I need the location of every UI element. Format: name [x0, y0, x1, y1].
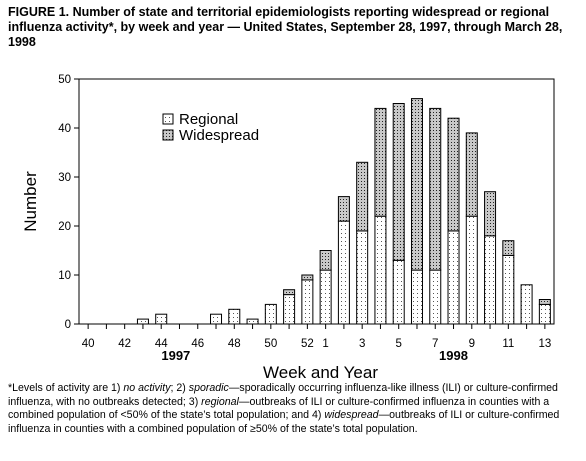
footnote-term: sporadic	[188, 382, 229, 394]
x-tick-label: 42	[118, 338, 131, 350]
y-axis-title: Number	[21, 171, 40, 232]
bar-regional	[319, 269, 332, 325]
bar-widespread	[356, 161, 369, 232]
bar-widespread	[538, 299, 551, 305]
bar-regional	[502, 254, 515, 325]
bar-regional	[356, 230, 369, 325]
x-tick-label: 1	[322, 338, 328, 350]
x-tick-label: 13	[538, 338, 551, 350]
bar-regional	[337, 220, 350, 325]
bar-widespread	[429, 107, 442, 271]
bar-regional	[484, 235, 497, 325]
x-axis-title: Week and Year	[263, 363, 378, 380]
bar-regional	[465, 215, 478, 325]
bar-widespread	[374, 107, 387, 217]
y-tick-label: 50	[58, 74, 71, 86]
bar-widespread	[337, 196, 350, 222]
footnote-text: —outbreaks of ILI or culture-confirmed i…	[8, 395, 550, 422]
y-tick-label: 40	[58, 123, 71, 135]
bar-widespread	[410, 98, 423, 271]
bar-regional	[210, 313, 223, 325]
bar-regional	[301, 279, 314, 325]
bar-widespread	[283, 289, 296, 296]
bar-regional	[392, 259, 405, 325]
y-tick-label: 10	[58, 270, 71, 282]
footnote-text: —outbreaks of ILI or culture-confirmed i…	[8, 409, 560, 435]
legend-label-widespread: Widespread	[179, 127, 259, 144]
y-tick-label: 30	[58, 172, 71, 184]
bar-regional	[246, 318, 259, 325]
chart-axes	[78, 78, 555, 325]
bar-regional	[429, 269, 442, 325]
x-tick-label: 3	[359, 338, 365, 350]
bar-widespread	[447, 117, 460, 232]
footnote-text: Levels of activity are 1)	[12, 382, 124, 394]
footnote: *Levels of activity are 1) no activity; …	[8, 382, 580, 436]
x-tick-label: 52	[301, 338, 314, 350]
bar-regional	[520, 284, 533, 325]
footnote-term: no activity	[123, 382, 171, 394]
legend-swatch-regional	[162, 113, 174, 125]
bar-widespread	[301, 274, 314, 281]
x-tick-label: 44	[155, 338, 168, 350]
plot-frame	[78, 78, 555, 325]
chart-bars	[136, 98, 551, 325]
x-tick-label: 9	[469, 338, 475, 350]
x-tick-label: 48	[228, 338, 241, 350]
legend-swatch-widespread	[162, 129, 174, 141]
footnote-text: ; 2)	[170, 382, 189, 394]
x-tick-label: 46	[191, 338, 204, 350]
year-label: 1998	[439, 348, 468, 363]
bar-regional	[410, 269, 423, 325]
x-tick-label: 40	[82, 338, 95, 350]
y-tick-label: 20	[58, 221, 71, 233]
bar-widespread	[502, 240, 515, 256]
bar-widespread	[484, 191, 497, 237]
footnote-term: regional	[201, 395, 239, 408]
y-tick-label: 0	[65, 319, 71, 331]
legend-label-regional: Regional	[179, 111, 238, 128]
bar-regional	[283, 294, 296, 325]
figure-title: FIGURE 1. Number of state and territoria…	[8, 5, 563, 49]
x-tick-label: 11	[502, 338, 514, 350]
footnote-text: —sporadically occurring influenza-like i…	[8, 382, 558, 408]
year-label: 1997	[161, 348, 190, 363]
footnote-term: widespread	[324, 409, 379, 422]
bar-widespread	[392, 103, 405, 261]
bar-regional	[136, 318, 149, 325]
x-tick-label: 7	[432, 338, 438, 350]
bar-regional	[155, 313, 168, 325]
x-tick-label: 5	[396, 338, 402, 350]
bar-widespread	[319, 250, 332, 271]
bar-regional	[264, 303, 277, 325]
x-tick-label: 50	[264, 338, 277, 350]
bar-regional	[538, 303, 551, 325]
bar-widespread	[465, 132, 478, 217]
footnote-marker: *	[8, 382, 13, 394]
chart-ticks	[74, 78, 546, 329]
bar-regional	[447, 230, 460, 325]
bar-regional	[374, 215, 387, 325]
bar-regional	[228, 308, 241, 325]
